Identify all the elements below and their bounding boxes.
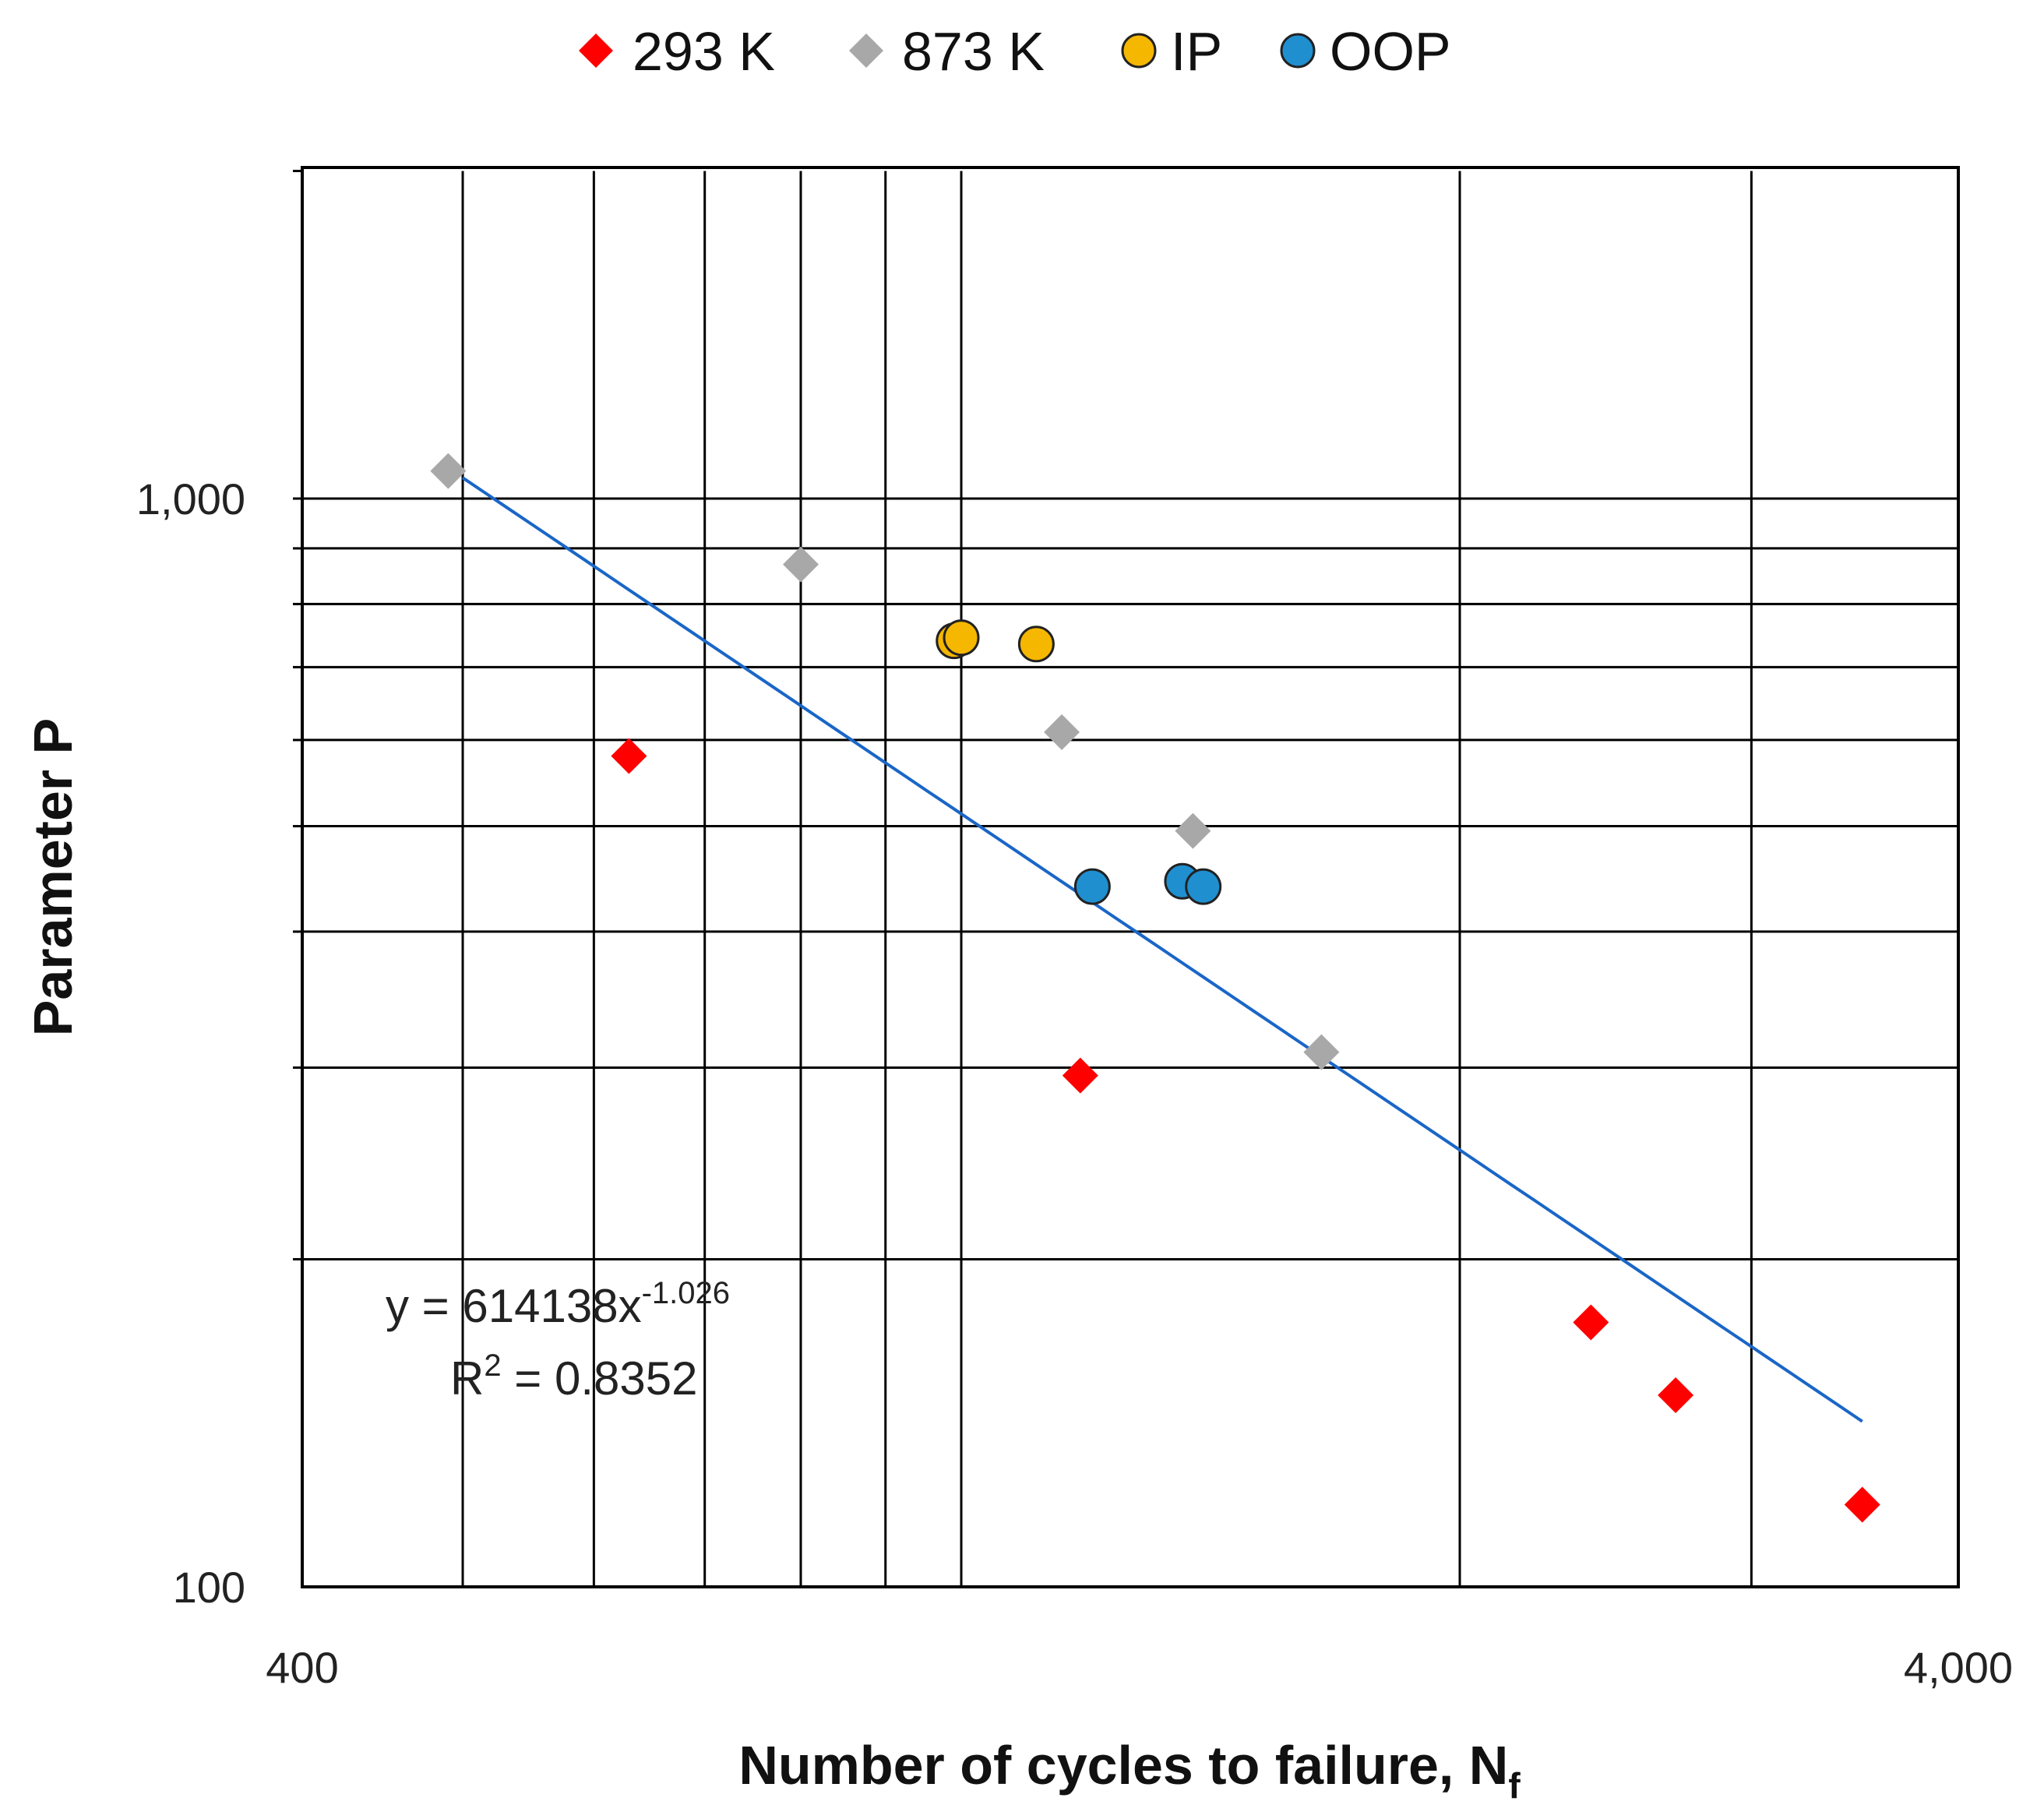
trendline-layer	[461, 476, 1863, 1423]
legend-label-293k: 293 K	[633, 21, 775, 82]
plot-area	[293, 166, 1960, 1588]
legend-marker-293k	[579, 33, 613, 68]
legend-label-oop: OOP	[1330, 21, 1451, 82]
plot-frame	[301, 166, 1960, 1588]
data-point-293k	[611, 738, 647, 774]
x-axis-title: Number of cycles to failure, Nf	[738, 1735, 1521, 1806]
legend-label-ip: IP	[1171, 21, 1222, 82]
trendline-equation: y = 614138x-1.026	[386, 1276, 730, 1332]
data-point-293k	[1573, 1304, 1609, 1341]
data-point-873k	[1175, 813, 1211, 849]
tick-labels: 1,000 100 400 4,000	[136, 474, 2013, 1692]
y-tick-label-100: 100	[173, 1563, 245, 1612]
data-point-293k	[1658, 1377, 1694, 1414]
legend-marker-873k	[849, 33, 883, 68]
x-tick-label-4000: 4,000	[1904, 1643, 2013, 1692]
legend-label-873k: 873 K	[902, 21, 1045, 82]
data-point-873k	[782, 546, 819, 583]
data-point-oop	[1073, 868, 1111, 905]
y-axis-title: Parameter P	[23, 718, 83, 1037]
data-point-293k	[1844, 1486, 1880, 1523]
legend-marker-ip	[1121, 33, 1157, 69]
x-tick-label-400: 400	[266, 1643, 338, 1692]
trendline-equation-main: y = 614138x	[386, 1280, 642, 1332]
trendline	[461, 476, 1863, 1423]
trendline-r-squared-value: = 0.8352	[502, 1352, 698, 1405]
data-point-ip	[943, 619, 980, 657]
x-axis-title-subscript: f	[1508, 1765, 1521, 1806]
trendline-r-squared-power: 2	[484, 1348, 501, 1383]
data-point-873k	[1303, 1034, 1340, 1070]
data-point-ip	[1017, 626, 1055, 663]
legend: 293 K 873 K IP OOP	[579, 21, 1451, 82]
data-point-293k	[1062, 1057, 1098, 1094]
data-point-oop	[1185, 868, 1222, 905]
trendline-equation-exponent: -1.026	[642, 1276, 730, 1310]
points-layer	[430, 453, 1880, 1523]
trendline-r-squared-letter: R	[450, 1352, 484, 1405]
y-tick-label-1000: 1,000	[136, 474, 245, 523]
grid	[293, 169, 1958, 1587]
legend-marker-oop	[1280, 33, 1316, 69]
data-point-873k	[1044, 714, 1080, 750]
trendline-r-squared: R2 = 0.8352	[450, 1348, 698, 1405]
data-point-873k	[430, 453, 467, 489]
x-axis-title-main: Number of cycles to failure, N	[738, 1735, 1508, 1796]
